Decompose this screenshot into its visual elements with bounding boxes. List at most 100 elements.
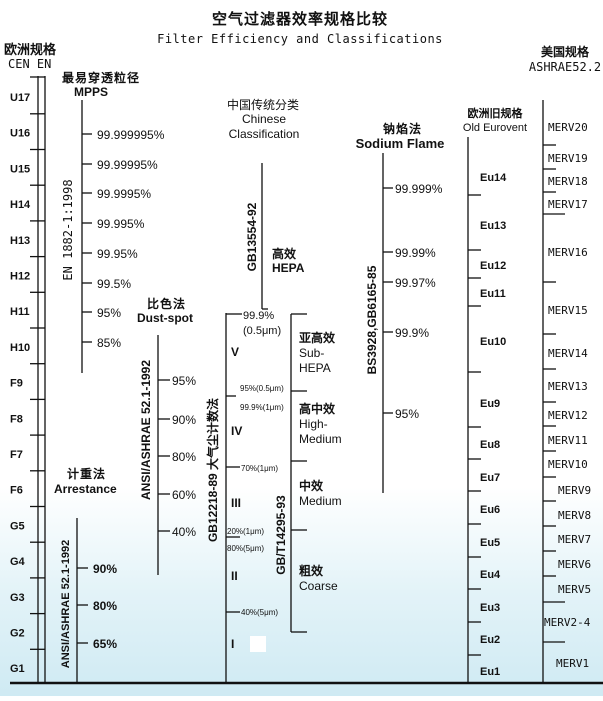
ashrae-header-en: ASHRAE52.2 (529, 60, 601, 74)
eurovent-class: Eu8 (480, 439, 500, 451)
eurovent-class: Eu5 (480, 537, 500, 549)
eurovent-class: Eu1 (480, 666, 500, 678)
cen-class-g1: G1 (10, 663, 25, 675)
gb12218-mark: 99.9%(1μm) (240, 403, 284, 412)
hepa-label-cn: 高效 (272, 246, 297, 261)
mpps-value: 99.999995% (97, 128, 165, 142)
sodium-standard: BS3928,GB6165-85 (365, 265, 379, 374)
ashrae-class-merv2-4: MERV2-4 (544, 616, 591, 629)
diagram-title: 空气过滤器效率规格比较 (212, 10, 388, 28)
arrestance-value: 65% (93, 637, 117, 651)
dust-spot-value: 95% (172, 374, 196, 388)
dust-spot-value: 80% (172, 450, 196, 464)
sodium-value: 99.999% (395, 182, 443, 196)
sodium-header-cn: 钠焰法 (383, 121, 422, 136)
mpps-value: 99.99995% (97, 158, 158, 172)
cen-header-cn: 欧洲规格 (4, 42, 57, 57)
gbt14295-class-en: Medium (299, 494, 342, 508)
eurovent-header-en: Old Eurovent (463, 122, 527, 134)
eurovent-class: Eu7 (480, 472, 500, 484)
gbt14295-class-en: Medium (299, 432, 342, 446)
gb12218-mark: 95%(0.5μm) (240, 384, 284, 393)
chinese-header-cn: 中国传统分类 (227, 97, 299, 112)
eurovent-class: Eu14 (480, 172, 507, 184)
ashrae-header-cn: 美国规格 (541, 44, 590, 59)
ashrae-class-merv19: MERV19 (548, 152, 588, 165)
mpps-value: 99.995% (97, 217, 145, 231)
arrestance-header-en: Arrestance (54, 482, 117, 496)
cen-class-u15: U15 (10, 163, 30, 175)
gbt14295-class-en: High- (299, 417, 328, 431)
gb12218-mark: 40%(5μm) (241, 608, 278, 617)
diagram-subtitle: Filter Efficiency and Classifications (157, 32, 443, 46)
ashrae-class-merv14: MERV14 (548, 347, 588, 360)
eurovent-class: Eu3 (480, 602, 500, 614)
arrestance-value: 80% (93, 599, 117, 613)
ashrae-class-merv16: MERV16 (548, 246, 588, 259)
eurovent-class: Eu9 (480, 398, 500, 410)
ashrae-class-merv17: MERV17 (548, 198, 588, 211)
gb12218-standard: GB12218-89 大气尘计数法 (205, 398, 220, 542)
eurovent-class: Eu13 (480, 220, 506, 232)
eurovent-class: Eu11 (480, 288, 506, 300)
gb12218-grade: II (231, 569, 238, 583)
dust-spot-value: 60% (172, 488, 196, 502)
gb12218-mark: 70%(1μm) (241, 464, 278, 473)
gb12218-top-size: (0.5μm) (243, 325, 281, 337)
gb12218-grade: IV (231, 424, 242, 438)
cen-class-f6: F6 (10, 485, 23, 497)
mpps-value: 99.5% (97, 277, 131, 291)
eurovent-class: Eu2 (480, 634, 500, 646)
cen-class-u17: U17 (10, 92, 30, 104)
arrestance-standard: ANSI/ASHRAE 52.1-1992 (60, 540, 72, 668)
gb12218-grade: III (231, 496, 241, 510)
sodium-value: 99.9% (395, 326, 429, 340)
cen-class-g4: G4 (10, 556, 26, 568)
cen-class-h12: H12 (10, 271, 30, 283)
cen-class-g3: G3 (10, 592, 25, 604)
sodium-value: 99.97% (395, 276, 436, 290)
mpps-value: 85% (97, 336, 121, 350)
cen-class-h10: H10 (10, 342, 30, 354)
cen-class-g2: G2 (10, 628, 25, 640)
eurovent-class: Eu10 (480, 336, 506, 348)
hepa-label-en: HEPA (272, 261, 305, 275)
cen-class-f7: F7 (10, 449, 23, 461)
chinese-header-en-1: Chinese (242, 112, 286, 126)
ashrae-class-merv5: MERV5 (558, 583, 591, 596)
cen-class-f9: F9 (10, 378, 23, 390)
gb12218-grade: I (231, 637, 234, 651)
ashrae-class-merv9: MERV9 (558, 484, 591, 497)
cen-header-en: CEN EN (8, 57, 51, 71)
cen-class-u16: U16 (10, 128, 30, 140)
ashrae-class-merv13: MERV13 (548, 380, 588, 393)
cen-class-f8: F8 (10, 413, 23, 425)
eurovent-class: Eu6 (480, 504, 500, 516)
ashrae-class-merv15: MERV15 (548, 304, 588, 317)
sodium-value: 95% (395, 407, 419, 421)
ashrae-class-merv8: MERV8 (558, 509, 591, 522)
ashrae-class-merv6: MERV6 (558, 558, 591, 571)
eurovent-class: Eu4 (480, 569, 501, 581)
chinese-header-en-2: Classification (229, 127, 300, 141)
ashrae-class-merv18: MERV18 (548, 175, 588, 188)
mpps-standard: EN 1882-1:1998 (61, 179, 75, 280)
gb12218-top-value: 99.9% (243, 310, 274, 322)
mpps-header-en: MPPS (74, 85, 108, 99)
ashrae-class-merv1: MERV1 (556, 657, 589, 670)
dust-spot-value: 40% (172, 525, 196, 539)
gbt14295-class-cn: 高中效 (299, 401, 336, 416)
ashrae-class-merv20: MERV20 (548, 121, 588, 134)
ashrae-class-merv12: MERV12 (548, 409, 588, 422)
gb13554-standard: GB13554-92 (245, 202, 259, 271)
mpps-value: 99.9995% (97, 187, 151, 201)
gbt14295-class-en: Coarse (299, 579, 338, 593)
mpps-value: 95% (97, 306, 121, 320)
cen-class-g5: G5 (10, 520, 25, 532)
dust-spot-value: 90% (172, 413, 196, 427)
gb12218-mark: 80%(5μm) (227, 544, 264, 553)
gb12218-mark: 20%(1μm) (227, 527, 264, 536)
dust-spot-standard: ANSI/ASHRAE 52.1-1992 (139, 360, 153, 500)
